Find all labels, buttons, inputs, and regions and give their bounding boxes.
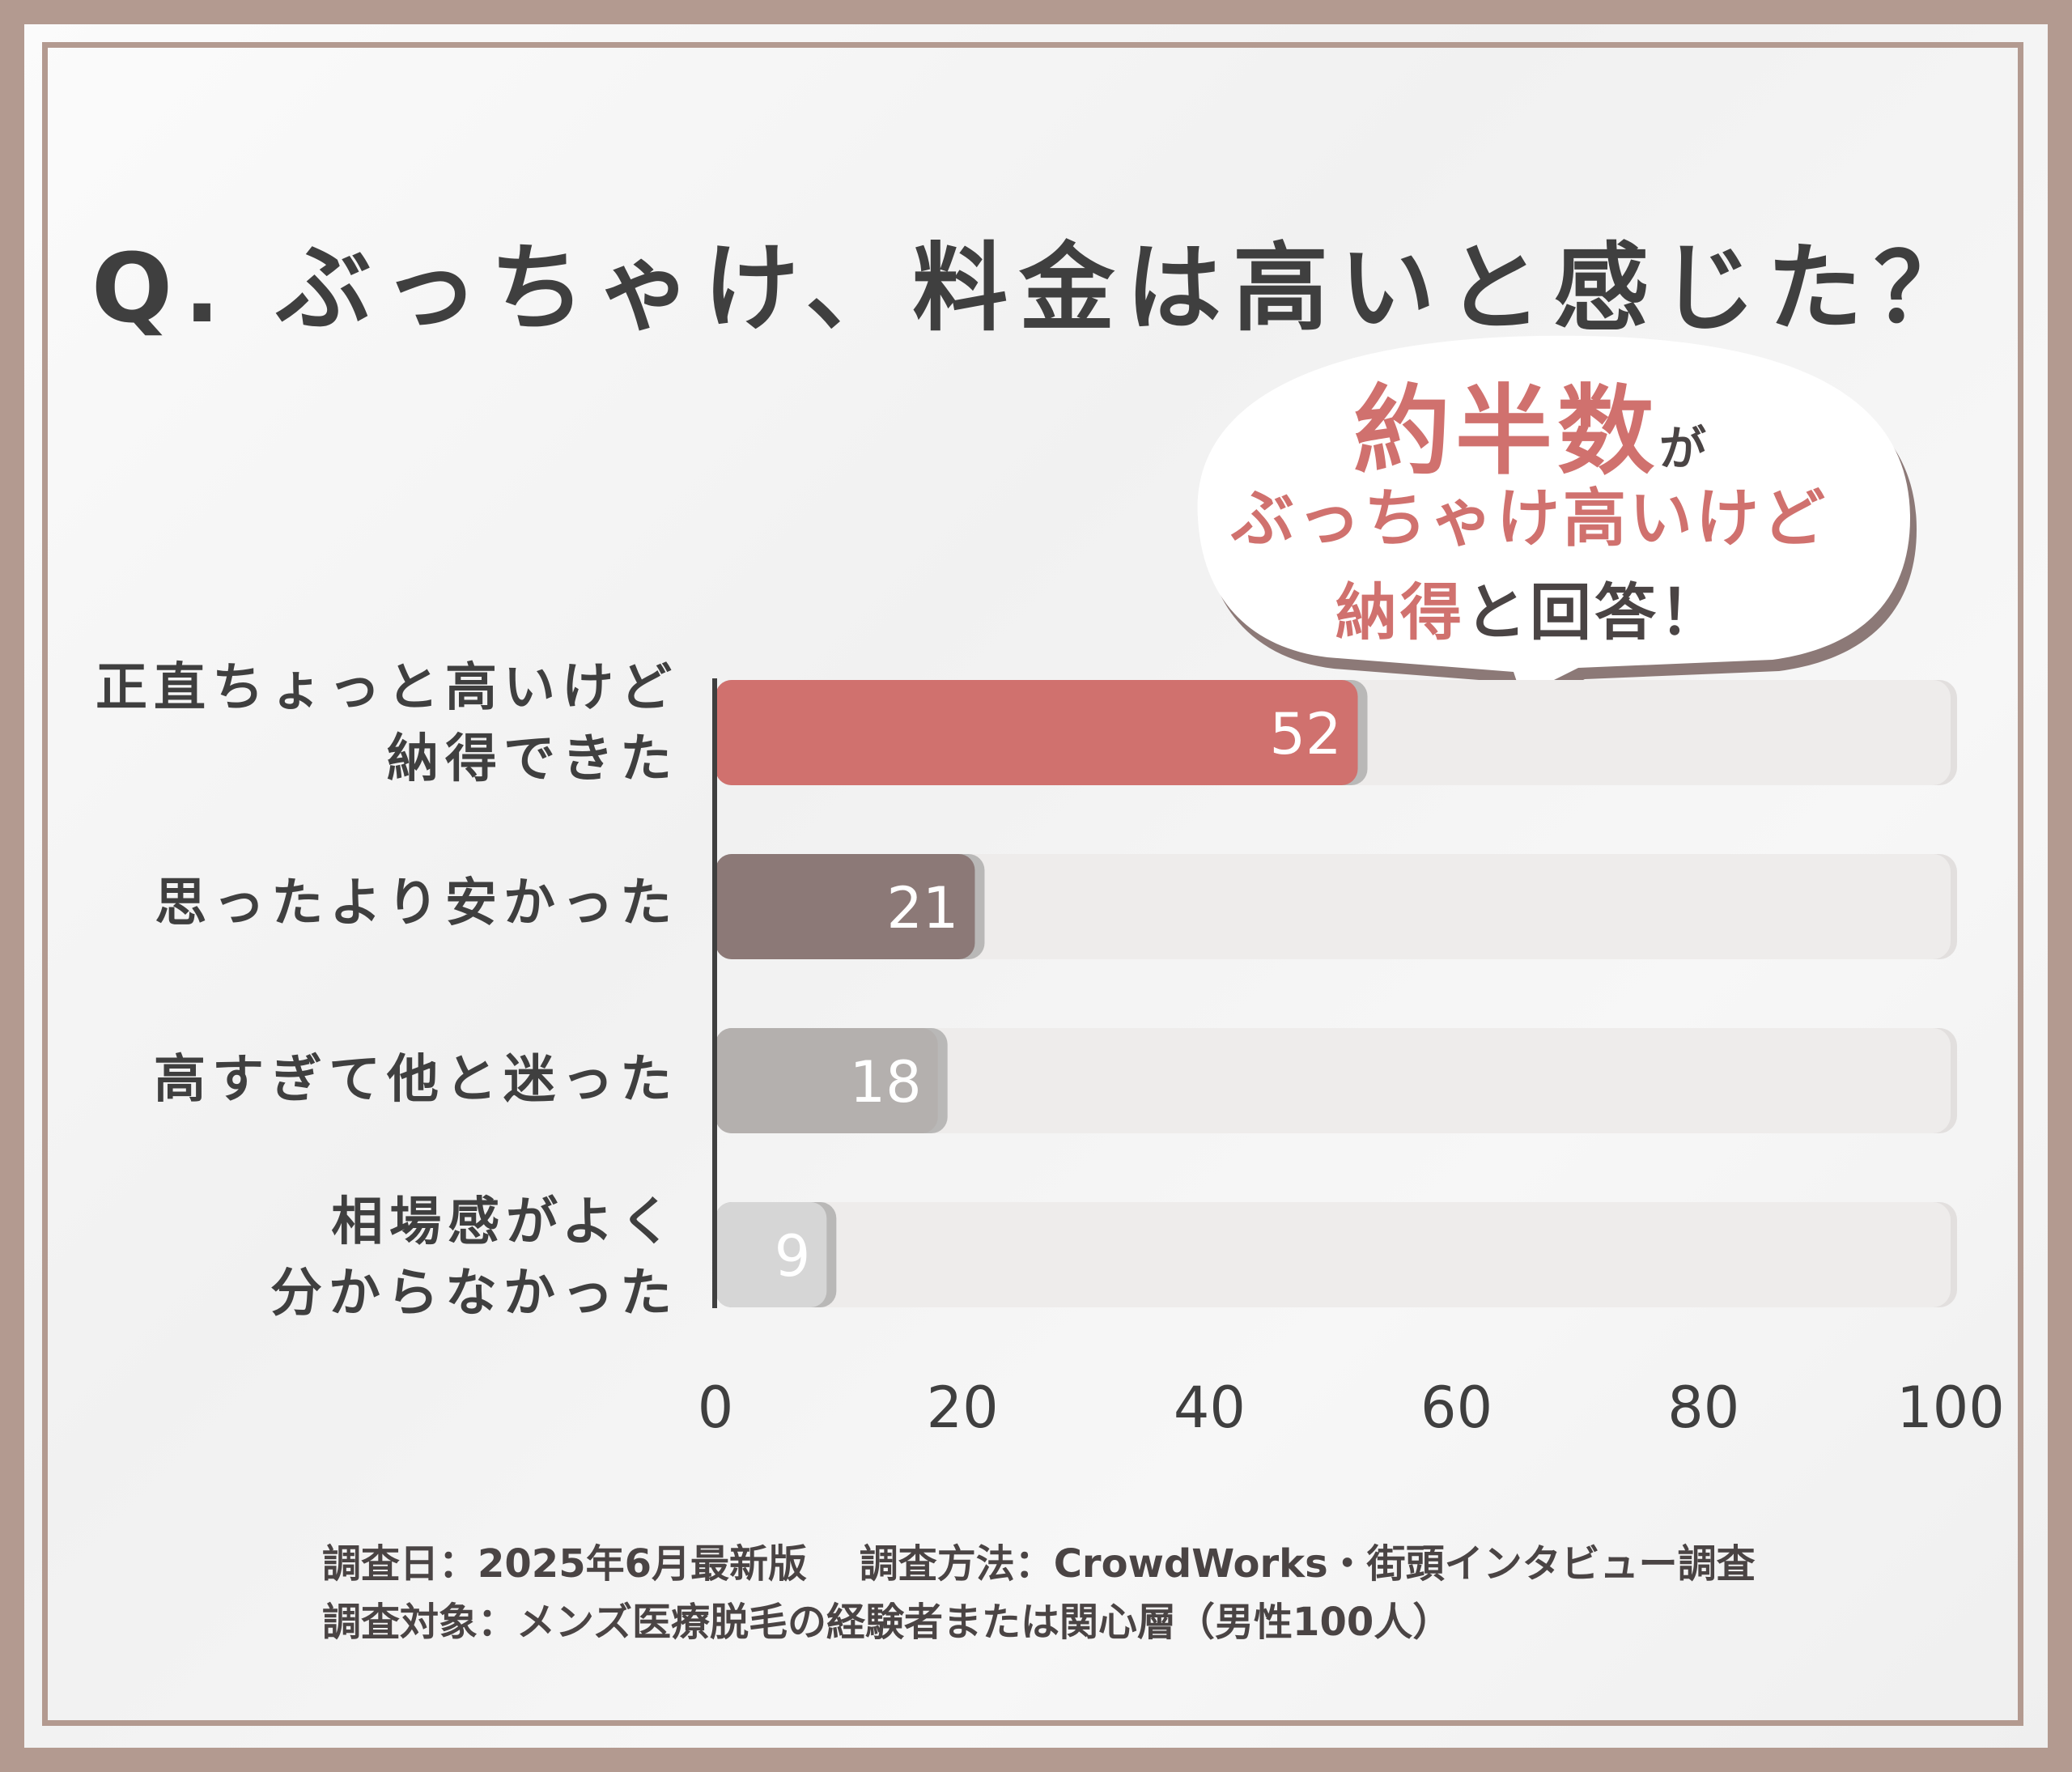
bar [715,1028,938,1133]
x-tick-label: 80 [1667,1375,1740,1441]
category-label: 思ったより安かった [155,873,678,933]
category-label: 高すぎて他と迷った [154,1050,678,1110]
x-tick-label: 100 [1896,1375,2005,1441]
bar [715,1202,827,1307]
callout-rest: と回答！ [1465,576,1724,648]
x-tick-label: 20 [926,1375,999,1441]
bar-value-label: 52 [1269,701,1341,767]
y-axis-line [712,678,717,1308]
footnote-line1: 調査日：2025年6月最新版 調査方法：CrowdWorks・街頭インタビュー調… [322,1541,1756,1587]
bar [715,680,1358,785]
footnote-line2: 調査対象：メンズ医療脱毛の経験者または関心層（男性100人） [322,1600,1452,1645]
bar-value-label: 18 [850,1049,922,1115]
chart-title: Q. ぶっちゃけ、料金は高いと感じた？ [91,232,1981,344]
bar [715,854,975,959]
x-tick-label: 60 [1420,1375,1493,1441]
callout-line3: 納得と回答！ [1198,563,1862,652]
category-label: 正直ちょっと高いけど 納得できた [96,658,678,789]
callout-main: 約半数 [1352,376,1659,488]
bar-track [715,1202,1951,1307]
category-label: 相場感がよく 分からなかった [270,1192,678,1324]
callout-particle: が [1658,421,1706,476]
bar-value-label: 21 [886,875,958,941]
callout-highlight: 納得 [1335,576,1465,648]
x-tick-label: 40 [1173,1375,1246,1441]
bar-track [715,1028,1951,1133]
callout-line2: ぶっちゃけ高いけど [1230,482,1828,555]
bar-value-label: 9 [775,1223,811,1290]
callout-line1: 約半数が [1198,352,1862,493]
x-tick-label: 0 [697,1375,734,1441]
bar-track [715,854,1951,959]
